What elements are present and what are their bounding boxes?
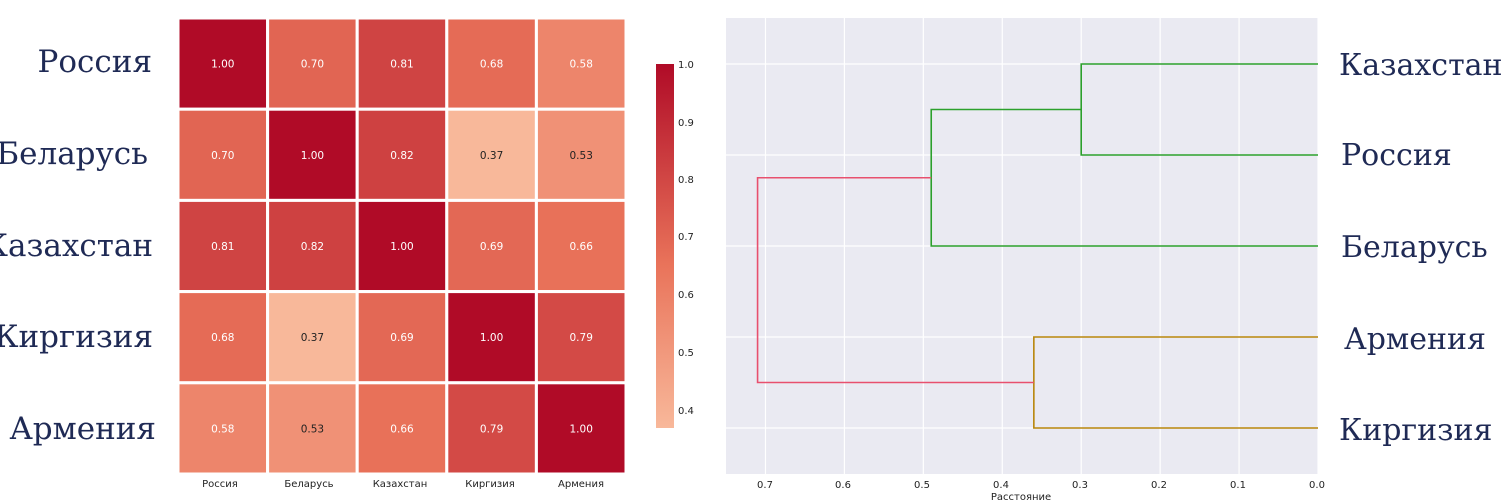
heatmap-cell-label-3-2: 0.69 (390, 332, 413, 344)
heatmap-cell-label-1-3: 0.37 (480, 150, 503, 162)
heatmap-cell-label-1-1: 1.00 (301, 150, 324, 162)
heatmap-cell-label-0-4: 0.58 (570, 59, 593, 71)
leaf-label-rossiya: Россия (1341, 138, 1452, 173)
dendrogram-leaf-labels: Казахстан Россия Беларусь Армения Киргиз… (1339, 48, 1503, 448)
dendro-tick-0.4: 0.4 (993, 480, 1009, 491)
heatmap-cell-label-0-2: 0.81 (390, 59, 413, 71)
colorbar-tick-0.9: 0.9 (678, 118, 694, 129)
heatmap-cell-label-2-4: 0.66 (570, 241, 594, 253)
heatmap-cell-label-2-3: 0.69 (480, 241, 503, 253)
heatmap-cell-label-3-4: 0.79 (570, 332, 593, 344)
heatmap-cell-1-2 (355, 107, 449, 202)
dendro-tick-0.0: 0.0 (1309, 480, 1325, 491)
heatmap-cell-3-4 (534, 290, 628, 385)
heatmap-cell-label-0-1: 0.70 (301, 59, 324, 71)
heatmap-cell-3-3 (445, 290, 538, 385)
leaf-label-kazakhstan: Казахстан (1339, 48, 1503, 83)
heatmap-cell-label-1-2: 0.82 (390, 150, 413, 162)
heatmap-cell-label-4-2: 0.66 (390, 423, 414, 435)
heatmap-column-labels: Россия Беларусь Казахстан Киргизия Армен… (202, 479, 604, 490)
heatmap-cell-3-1 (266, 290, 359, 385)
heatmap-cell-4-2 (355, 381, 449, 476)
heatmap-cell-1-0 (176, 107, 270, 202)
dendro-tick-0.3: 0.3 (1072, 480, 1088, 491)
heatmap-cell-3-0 (176, 290, 270, 385)
heatmap-cell-4-4 (534, 381, 628, 476)
heatmap-cell-0-0 (176, 16, 270, 111)
dendro-link-1 (930, 108, 1318, 247)
heatmap-cell-label-4-3: 0.79 (480, 423, 503, 435)
heatmap-row-labels: Россия Беларусь Казахстан Киргизия Армен… (0, 44, 156, 447)
colorbar-tick-0.5: 0.5 (678, 348, 694, 359)
heatmap-cell-label-3-3: 1.00 (480, 332, 503, 344)
row-label-armeniya: Армения (9, 411, 156, 447)
heatmap-cell-4-1 (266, 381, 359, 476)
heatmap-cell-4-0 (176, 381, 270, 476)
colorbar-tick-0.7: 0.7 (678, 232, 694, 243)
heatmap-cell-label-2-1: 0.82 (301, 241, 324, 253)
heatmap-cell-label-3-1: 0.37 (301, 332, 324, 344)
heatmap-cell-label-0-3: 0.68 (480, 59, 503, 71)
leaf-label-kirgiziya: Киргизия (1339, 413, 1492, 448)
colorbar-tick-0.4: 0.4 (678, 406, 694, 417)
leaf-label-armeniya: Армения (1344, 322, 1486, 357)
row-label-kazakhstan: Казахстан (0, 228, 153, 264)
col-label-kazakhstan: Казахстан (373, 479, 428, 490)
dendro-tick-0.2: 0.2 (1151, 480, 1167, 491)
heatmap-cell-label-4-1: 0.53 (301, 423, 324, 435)
heatmap-grid: 1.00 0.70 0.81 0.68 0.58 0.70 1.00 0.82 0.37 0.53… (176, 16, 628, 476)
heatmap-cell-2-1 (266, 198, 359, 294)
colorbar-tick-0.6: 0.6 (678, 290, 694, 301)
dendro-link-3 (756, 176, 1034, 384)
dendro-tick-0.1: 0.1 (1230, 480, 1246, 491)
colorbar (656, 64, 674, 428)
row-label-kirgiziya: Киргизия (0, 319, 153, 355)
col-label-rossiya: Россия (202, 479, 238, 490)
heatmap-cell-label-2-0: 0.81 (211, 241, 234, 253)
colorbar-ticks: 0.4 0.5 0.6 0.7 0.8 0.9 1.0 (678, 60, 694, 417)
row-label-rossiya: Россия (38, 44, 152, 80)
heatmap-cell-label-0-0: 1.00 (211, 59, 234, 71)
dendro-tick-0.7: 0.7 (757, 480, 773, 491)
dendro-tick-0.6: 0.6 (835, 480, 851, 491)
leaf-label-belarus: Беларусь (1341, 230, 1488, 265)
heatmap-cell-2-3 (445, 198, 538, 294)
heatmap-cell-label-4-4: 1.00 (570, 423, 593, 435)
heatmap-cell-label-1-0: 0.70 (211, 150, 234, 162)
dendro-tick-0.5: 0.5 (914, 480, 930, 491)
heatmap-cell-1-4 (534, 107, 628, 202)
heatmap-cell-label-3-0: 0.68 (211, 332, 234, 344)
dendrogram-x-axis-label: Расстояние (991, 492, 1051, 501)
dendrogram-links (756, 63, 1318, 429)
col-label-armeniya: Армения (558, 479, 604, 490)
colorbar-tick-1.0: 1.0 (678, 60, 694, 71)
dendrogram-x-ticks: 0.7 0.6 0.5 0.4 0.3 0.2 0.1 0.0 (757, 480, 1325, 491)
row-label-belarus: Беларусь (0, 136, 148, 172)
colorbar-tick-0.8: 0.8 (678, 175, 694, 186)
col-label-kirgiziya: Киргизия (465, 479, 515, 490)
col-label-belarus: Беларусь (284, 479, 333, 490)
heatmap-cell-label-4-0: 0.58 (211, 423, 234, 435)
heatmap-cell-label-2-2: 1.00 (390, 241, 413, 253)
heatmap-cell-label-1-4: 0.53 (570, 150, 593, 162)
